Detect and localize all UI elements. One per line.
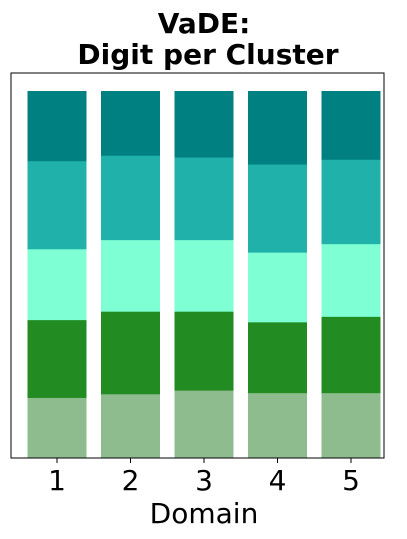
bar-segment-domain-5-layer-5 [321,91,381,160]
x-tick-label-2: 2 [122,464,140,497]
bar-segment-domain-4-layer-4 [248,164,307,253]
bar-segment-domain-1-layer-3 [27,248,87,321]
bar-segment-domain-4-layer-3 [248,252,307,323]
bars-layer [27,91,381,459]
chart-title-line-1: VaDE: [158,7,251,40]
x-tick-label-4: 4 [269,464,287,497]
bar-segment-domain-5-layer-1 [321,392,381,459]
plot-frame [10,72,385,459]
bar-segment-domain-2-layer-5 [101,91,160,156]
bar-segment-domain-3-layer-5 [174,91,234,158]
bar-segment-domain-1-layer-4 [27,160,87,250]
bar-segment-domain-3-layer-2 [174,311,234,391]
bar-segment-domain-3-layer-3 [174,239,234,312]
bar-segment-domain-4-layer-1 [248,392,307,459]
bar-segment-domain-1-layer-1 [27,397,87,459]
x-tick-label-1: 1 [48,464,66,497]
bar-segment-domain-2-layer-1 [101,393,160,459]
bar-segment-domain-5-layer-3 [321,243,381,317]
bar-segment-domain-1-layer-2 [27,319,87,398]
bar-segment-domain-5-layer-4 [321,159,381,245]
bar-segment-domain-3-layer-1 [174,390,234,459]
bar-segment-domain-2-layer-3 [101,239,160,312]
bar-segment-domain-1-layer-5 [27,91,87,162]
bar-segment-domain-4-layer-5 [248,91,307,165]
bar-segment-domain-5-layer-2 [321,316,381,394]
chart-title-line-2: Digit per Cluster [77,38,338,71]
x-tick-label-3: 3 [195,464,213,497]
bar-segment-domain-3-layer-4 [174,157,234,241]
x-ticks: 1 2 3 4 5 [48,458,360,497]
bar-segment-domain-4-layer-2 [248,321,307,394]
bar-segment-domain-2-layer-4 [101,155,160,241]
bar-segment-domain-2-layer-2 [101,311,160,395]
x-tick-label-5: 5 [342,464,360,497]
x-axis-label: Domain [150,497,259,530]
